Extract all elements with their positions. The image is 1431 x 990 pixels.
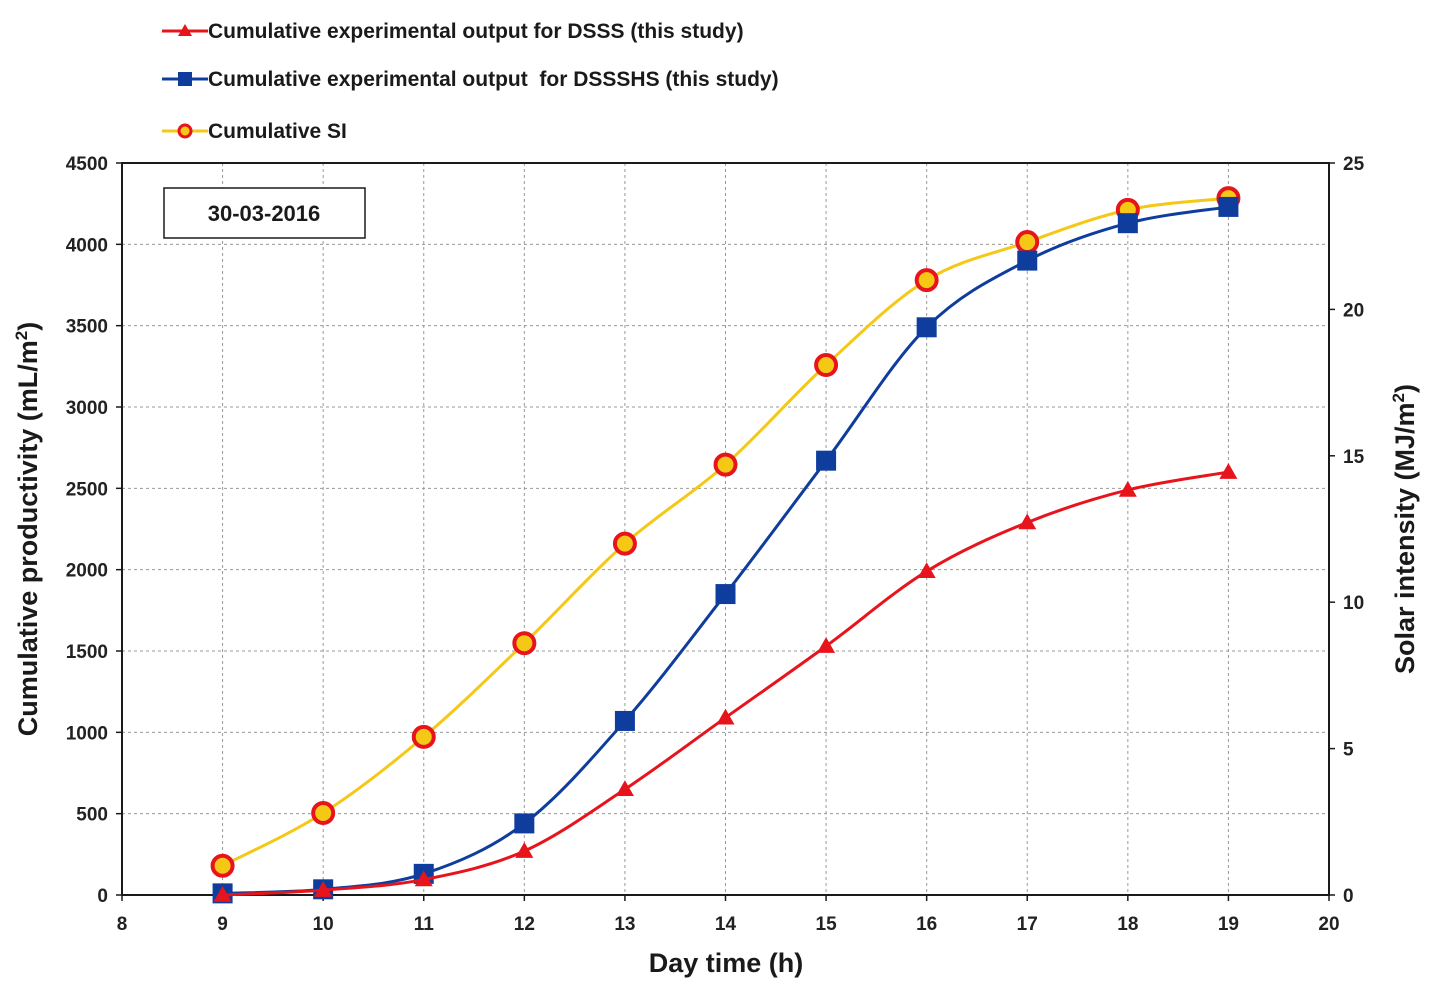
legend-label-dsss: Cumulative experimental output for DSSS … bbox=[208, 20, 744, 43]
grid-lines bbox=[122, 163, 1329, 895]
legend-entry-dssshs: Cumulative experimental output for DSSSH… bbox=[162, 68, 779, 91]
data-point-dsss bbox=[917, 562, 936, 579]
data-point-dsss bbox=[716, 708, 735, 725]
y-axis-title-sup: 2 bbox=[12, 331, 31, 340]
y2-tick-label: 25 bbox=[1343, 154, 1365, 175]
x-tick-label: 12 bbox=[514, 914, 535, 935]
y2-axis-title: Solar intensity (MJ/m2) bbox=[1389, 384, 1420, 674]
legend-label-dssshs: Cumulative experimental output for DSSSH… bbox=[208, 68, 779, 91]
data-point-si bbox=[512, 631, 537, 656]
data-point-si bbox=[814, 353, 839, 378]
legend-entry-si: Cumulative SI bbox=[162, 120, 347, 143]
x-axis-title: Day time (h) bbox=[649, 948, 804, 978]
x-tick-label: 11 bbox=[414, 914, 435, 935]
series bbox=[210, 186, 1241, 904]
legend-label-si: Cumulative SI bbox=[208, 120, 347, 143]
data-point-si bbox=[713, 452, 738, 477]
y2-tick-label: 20 bbox=[1343, 300, 1364, 321]
data-point-dsss bbox=[213, 886, 232, 902]
y2-tick-label: 0 bbox=[1343, 886, 1354, 907]
y2-tick-label: 15 bbox=[1343, 447, 1365, 468]
data-point-dsss bbox=[414, 870, 433, 887]
y-axis-title-main: Cumulative productivity (mL/m bbox=[13, 340, 43, 736]
x-tick-label: 8 bbox=[117, 914, 128, 935]
legend-marker-dsss bbox=[178, 24, 192, 36]
legend-entry-dsss: Cumulative experimental output for DSSS … bbox=[162, 20, 744, 43]
date-box bbox=[163, 187, 366, 239]
data-point-si bbox=[411, 724, 436, 749]
x-tick-label: 16 bbox=[916, 914, 937, 935]
data-point-si bbox=[311, 801, 336, 826]
y-tick-label: 2500 bbox=[66, 479, 108, 500]
y2-axis-title-sup: 2 bbox=[1389, 393, 1408, 402]
y-axis-title-close: ) bbox=[13, 322, 43, 331]
x-tick-label: 15 bbox=[816, 914, 838, 935]
y-tick-label: 500 bbox=[76, 805, 108, 826]
axis-ticks: 8 9 10 11 12 13 14 15 16 17 18 19 200500100015002000… bbox=[66, 154, 1365, 935]
data-point-dssshs bbox=[1117, 213, 1138, 234]
data-point-si bbox=[612, 531, 637, 556]
data-point-si bbox=[1015, 230, 1040, 255]
y-tick-label: 4000 bbox=[66, 235, 108, 256]
data-point-dssshs bbox=[1017, 250, 1038, 271]
y2-tick-label: 5 bbox=[1343, 740, 1354, 761]
y2-tick-label: 10 bbox=[1343, 593, 1364, 614]
data-point-dssshs bbox=[916, 317, 937, 338]
x-tick-label: 17 bbox=[1017, 914, 1038, 935]
x-tick-label: 13 bbox=[614, 914, 635, 935]
data-point-si bbox=[914, 268, 939, 293]
legend-marker-dssshs bbox=[178, 72, 192, 86]
x-tick-label: 10 bbox=[313, 914, 334, 935]
data-point-dssshs bbox=[614, 710, 635, 731]
data-point-dssshs bbox=[715, 584, 736, 605]
x-tick-label: 14 bbox=[715, 914, 737, 935]
date-label: 30-03-2016 bbox=[208, 201, 321, 226]
date-annotation: 30-03-2016 bbox=[163, 187, 366, 239]
y2-axis-title-main: Solar intensity (MJ/m bbox=[1390, 402, 1420, 674]
y2-axis-title-close: ) bbox=[1390, 384, 1420, 393]
data-point-dsss bbox=[817, 637, 836, 653]
y-axis-title: Cumulative productivity (mL/m2) bbox=[12, 322, 43, 737]
data-point-dsss bbox=[1219, 463, 1238, 479]
x-tick-label: 9 bbox=[217, 914, 228, 935]
data-point-dssshs bbox=[816, 450, 837, 471]
x-tick-label: 18 bbox=[1117, 914, 1138, 935]
y-tick-label: 1500 bbox=[66, 642, 108, 663]
data-point-dsss bbox=[515, 842, 534, 858]
x-tick-label: 19 bbox=[1218, 914, 1239, 935]
y-tick-label: 1000 bbox=[66, 723, 108, 744]
y-tick-label: 4500 bbox=[66, 154, 108, 175]
y-tick-label: 2000 bbox=[66, 561, 108, 582]
series-si bbox=[210, 186, 1241, 878]
x-tick-label: 20 bbox=[1318, 914, 1339, 935]
data-point-dsss bbox=[1118, 480, 1137, 497]
legend: Cumulative experimental output for DSSS … bbox=[162, 20, 779, 143]
y-tick-label: 0 bbox=[97, 886, 108, 907]
data-point-si bbox=[210, 853, 235, 878]
data-point-dssshs bbox=[1218, 196, 1239, 217]
data-point-dssshs bbox=[514, 813, 535, 834]
data-point-dsss bbox=[314, 881, 333, 897]
data-point-dsss bbox=[615, 780, 634, 797]
y-tick-label: 3500 bbox=[66, 317, 108, 338]
data-point-dsss bbox=[1018, 513, 1037, 530]
legend-marker-si bbox=[177, 123, 193, 139]
series-dsss bbox=[213, 463, 1238, 902]
y-tick-label: 3000 bbox=[66, 398, 108, 419]
